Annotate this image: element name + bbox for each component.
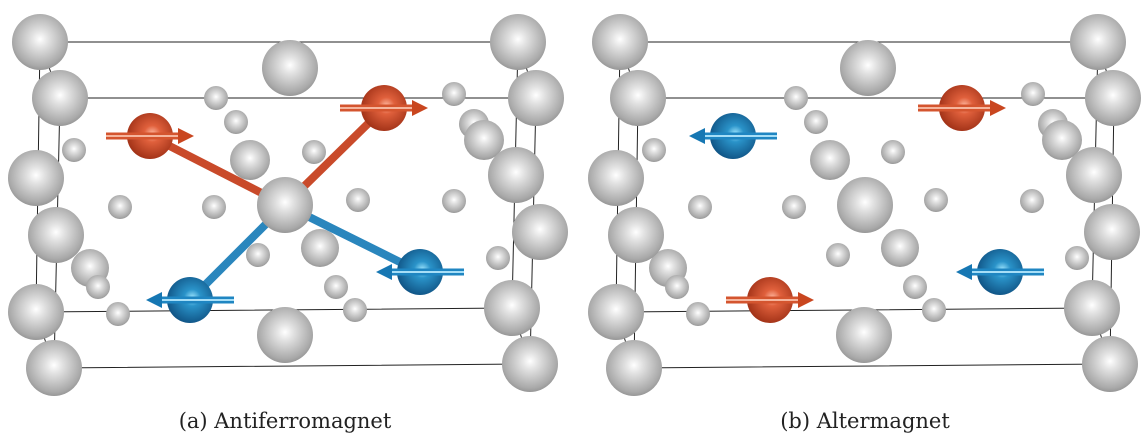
caption: (a) Antiferromagnet	[179, 409, 392, 433]
atom	[8, 284, 64, 340]
large-atoms	[588, 14, 1141, 396]
atom	[592, 14, 648, 70]
atom	[230, 140, 270, 180]
atom	[486, 246, 510, 270]
atom	[28, 207, 84, 263]
panel-a: (a) Antiferromagnet	[8, 14, 568, 433]
atom	[610, 70, 666, 126]
atom	[8, 150, 64, 206]
page: (a) Antiferromagnet	[0, 0, 1142, 441]
atom	[1070, 14, 1126, 70]
atom	[202, 195, 226, 219]
atom	[881, 140, 905, 164]
atom	[346, 188, 370, 212]
atom	[840, 40, 896, 96]
atom	[246, 243, 270, 267]
atom	[804, 110, 828, 134]
atom	[262, 40, 318, 96]
atom	[257, 177, 313, 233]
figure: (a) Antiferromagnet	[0, 0, 1142, 441]
atom	[1021, 82, 1045, 106]
atom	[512, 204, 568, 260]
atom	[490, 14, 546, 70]
atom	[62, 138, 86, 162]
atom	[686, 302, 710, 326]
atom	[502, 336, 558, 392]
atom	[1084, 204, 1140, 260]
atom	[488, 147, 544, 203]
atom	[204, 86, 228, 110]
atom	[106, 302, 130, 326]
atom	[810, 140, 850, 180]
atom	[1064, 280, 1120, 336]
atom	[1065, 246, 1089, 270]
atom	[442, 189, 466, 213]
atom	[924, 188, 948, 212]
atom	[922, 298, 946, 322]
atom	[688, 195, 712, 219]
atom	[32, 70, 88, 126]
atom	[836, 307, 892, 363]
atom	[588, 150, 644, 206]
atom	[1020, 189, 1044, 213]
atom	[508, 70, 564, 126]
large-atoms	[8, 14, 568, 396]
atom	[881, 229, 919, 267]
atom	[665, 275, 689, 299]
atom	[224, 110, 248, 134]
atom	[608, 207, 664, 263]
atom	[782, 195, 806, 219]
atom	[837, 177, 893, 233]
atom	[1085, 70, 1141, 126]
panel-b: (b) Altermagnet	[588, 14, 1141, 433]
caption: (b) Altermagnet	[780, 409, 950, 433]
atom	[26, 340, 82, 396]
atom	[826, 243, 850, 267]
atom	[484, 280, 540, 336]
atom	[1066, 147, 1122, 203]
atom	[257, 307, 313, 363]
atom	[343, 298, 367, 322]
atom	[1082, 336, 1138, 392]
atom	[588, 284, 644, 340]
atom	[642, 138, 666, 162]
atom	[301, 229, 339, 267]
atom	[86, 275, 110, 299]
atom	[12, 14, 68, 70]
atom	[324, 275, 348, 299]
atom	[903, 275, 927, 299]
atom	[442, 82, 466, 106]
atom	[784, 86, 808, 110]
atom	[302, 140, 326, 164]
atom	[108, 195, 132, 219]
atom	[606, 340, 662, 396]
